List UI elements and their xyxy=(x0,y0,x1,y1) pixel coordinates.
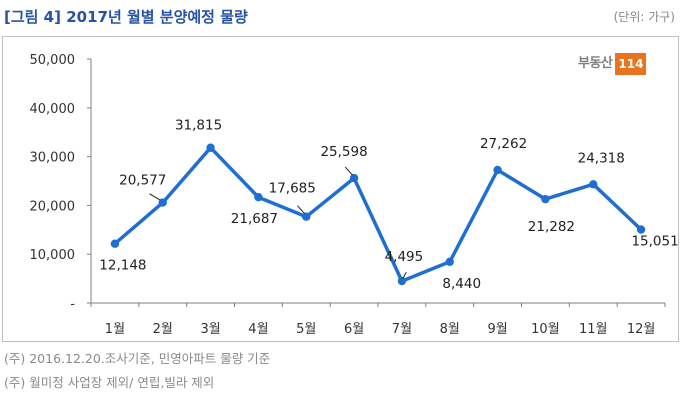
footnote-1: (주) 2016.12.20.조사기준, 민영아파트 물량 기준 xyxy=(4,351,271,366)
x-tick-label: 6월 xyxy=(344,322,364,337)
y-tick-label: 30,000 xyxy=(30,151,76,166)
x-tick-label: 8월 xyxy=(440,322,460,337)
data-label: 24,318 xyxy=(578,150,625,166)
data-label: 8,440 xyxy=(442,276,481,292)
label-leader xyxy=(149,193,161,201)
data-point xyxy=(349,173,359,183)
brand-logo: 부동산 114 xyxy=(578,53,647,75)
x-tick-label: 9월 xyxy=(487,322,507,337)
data-point xyxy=(254,192,263,202)
data-label: 25,598 xyxy=(320,144,367,160)
data-point xyxy=(493,165,502,175)
x-tick-label: 11월 xyxy=(579,322,608,337)
x-tick-label: 4월 xyxy=(248,322,268,337)
data-point xyxy=(397,276,407,286)
data-label: 17,685 xyxy=(269,181,316,197)
x-tick-label: 7월 xyxy=(392,322,412,337)
y-tick-label: 20,000 xyxy=(30,199,76,214)
data-point xyxy=(541,194,550,204)
data-point xyxy=(206,143,215,152)
x-tick-label: 5월 xyxy=(296,322,316,337)
x-tick-label: 12월 xyxy=(627,322,656,337)
y-tick-label: 40,000 xyxy=(30,102,76,117)
data-point xyxy=(445,257,454,267)
data-label: 31,815 xyxy=(175,118,222,134)
data-label: 21,282 xyxy=(528,219,575,235)
data-point xyxy=(110,239,120,248)
chart-frame xyxy=(2,36,679,342)
label-leader xyxy=(402,272,407,279)
data-point xyxy=(302,212,311,221)
data-label: 20,577 xyxy=(119,173,166,189)
y-tick-label: 50,000 xyxy=(30,53,76,68)
logo-badge: 114 xyxy=(615,53,647,75)
unit-label: (단위: 가구) xyxy=(613,10,675,24)
data-label: 15,051 xyxy=(631,234,678,250)
footnote-2: (주) 월미정 사업장 제외/ 연립,빌라 제외 xyxy=(4,375,215,390)
data-label: 4,495 xyxy=(385,249,424,265)
label-leader xyxy=(297,205,306,215)
chart-title: [그림 4] 2017년 월별 분양예정 물량 xyxy=(4,8,248,26)
data-point xyxy=(589,180,598,189)
y-tick-label: - xyxy=(70,297,75,312)
y-tick-label: 10,000 xyxy=(30,248,76,263)
data-label: 12,148 xyxy=(99,258,146,274)
x-tick-label: 3월 xyxy=(200,322,220,337)
data-point xyxy=(636,225,646,234)
x-tick-label: 10월 xyxy=(531,322,560,337)
logo-text: 부동산 xyxy=(578,56,613,71)
data-point xyxy=(158,198,167,207)
series-line xyxy=(113,145,643,283)
data-label: 27,262 xyxy=(480,136,527,152)
x-tick-label: 1월 xyxy=(105,322,125,337)
label-leader xyxy=(344,166,353,176)
x-tick-label: 2월 xyxy=(153,322,173,337)
data-label: 21,687 xyxy=(231,211,278,227)
